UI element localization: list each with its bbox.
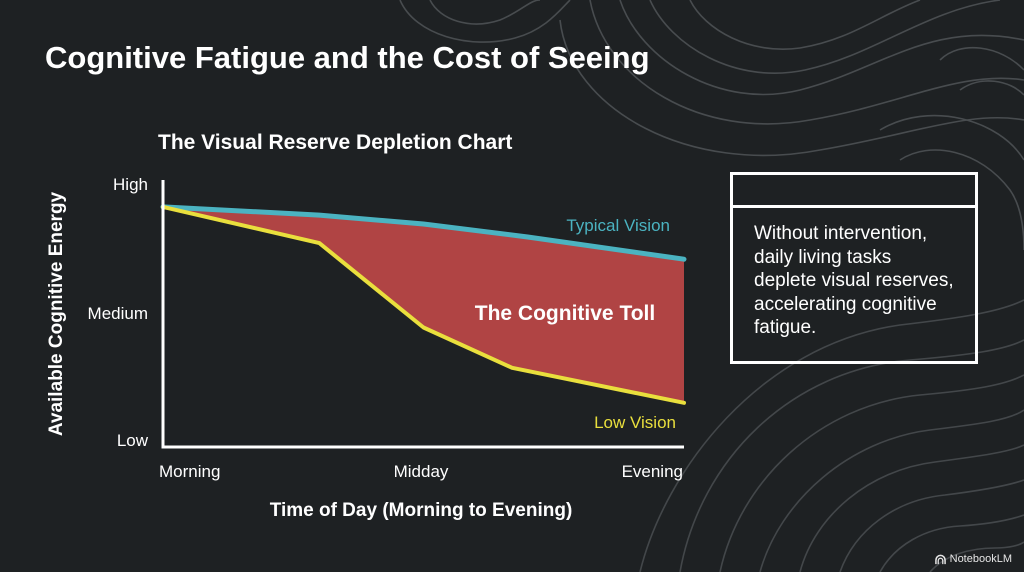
series-line-low-vision [161, 204, 686, 405]
slide-title: Cognitive Fatigue and the Cost of Seeing [45, 40, 650, 75]
annotation-cognitive-toll: The Cognitive Toll [475, 302, 655, 325]
x-tick-label-midday: Midday [394, 462, 449, 481]
y-tick-label-medium: Medium [88, 304, 148, 323]
x-tick-label-morning: Morning [159, 462, 220, 481]
y-axis-label: Available Cognitive Energy [46, 191, 67, 436]
callout-box: Without intervention, daily living tasks… [730, 172, 978, 364]
series-label-typical-vision: Typical Vision [566, 216, 670, 235]
callout-header [733, 175, 975, 208]
chart-title: The Visual Reserve Depletion Chart [158, 131, 513, 154]
y-tick-label-high: High [113, 175, 148, 194]
cognitive-toll-area [163, 206, 684, 403]
x-axis-label: Time of Day (Morning to Evening) [270, 500, 573, 521]
callout-text: Without intervention, daily living tasks… [754, 223, 954, 338]
brand-label: NotebookLM [949, 553, 1012, 565]
y-tick-label-low: Low [117, 431, 149, 450]
brand-mark: NotebookLM [934, 553, 1012, 565]
notebooklm-logo-icon [934, 554, 946, 564]
x-tick-label-evening: Evening [622, 462, 683, 481]
series-line-typical-vision [160, 204, 687, 262]
series-label-low-vision: Low Vision [594, 413, 676, 432]
